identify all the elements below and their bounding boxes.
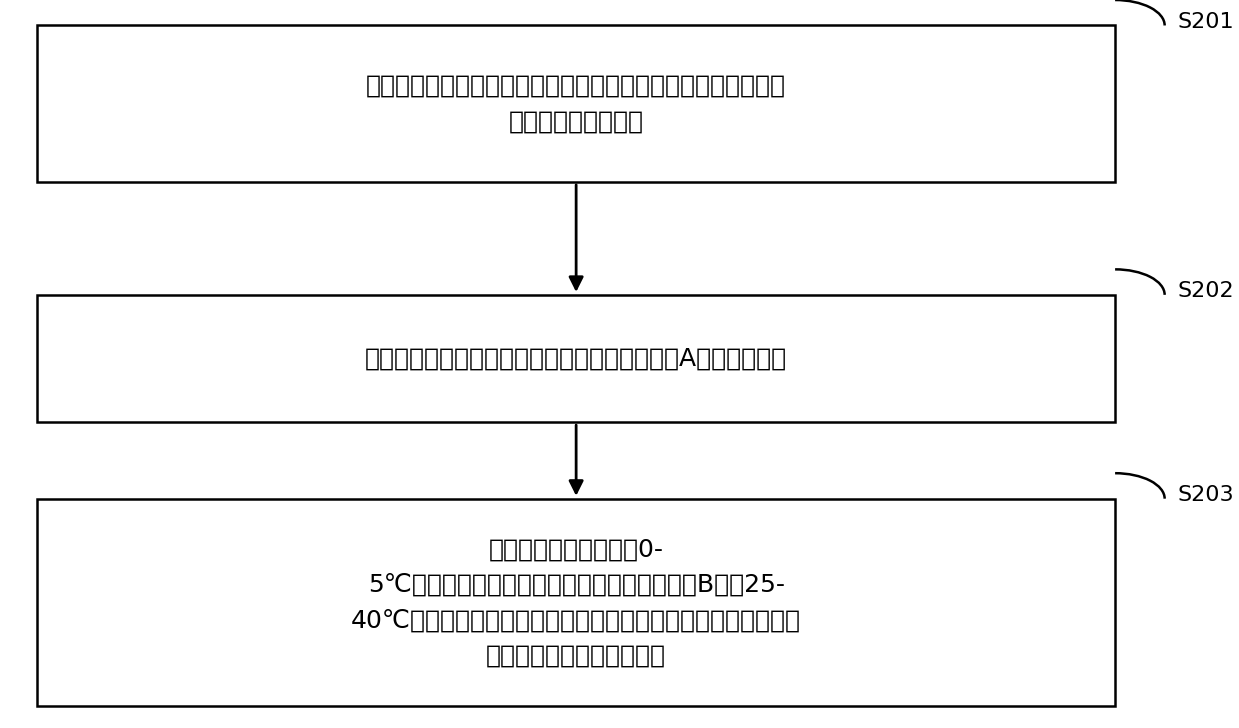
Text: 先在多个微孔中分别加入第一等体积的多个已知不同的碘的浓度
溶液和待检测样品液: 先在多个微孔中分别加入第一等体积的多个已知不同的碘的浓度 溶液和待检测样品液 bbox=[367, 74, 786, 133]
Bar bbox=[37, 295, 1115, 422]
Text: S202: S202 bbox=[1177, 281, 1234, 301]
Text: S201: S201 bbox=[1177, 12, 1234, 32]
Text: 然后在多个微孔中分别加入第二等体积的检测液A，并充分混匀: 然后在多个微孔中分别加入第二等体积的检测液A，并充分混匀 bbox=[366, 347, 787, 371]
Bar bbox=[37, 499, 1115, 706]
Text: S203: S203 bbox=[1177, 485, 1234, 505]
Bar bbox=[37, 25, 1115, 182]
Text: 再将多孔板的温度降至0-
5℃，依序向各个微孔加入第三等体积的检测液B，在25-
40℃的摇床上混匀并反应至已知指定的碘的浓度溶液对应的微孔
的吸光度达到预设数: 再将多孔板的温度降至0- 5℃，依序向各个微孔加入第三等体积的检测液B，在25-… bbox=[351, 537, 802, 668]
